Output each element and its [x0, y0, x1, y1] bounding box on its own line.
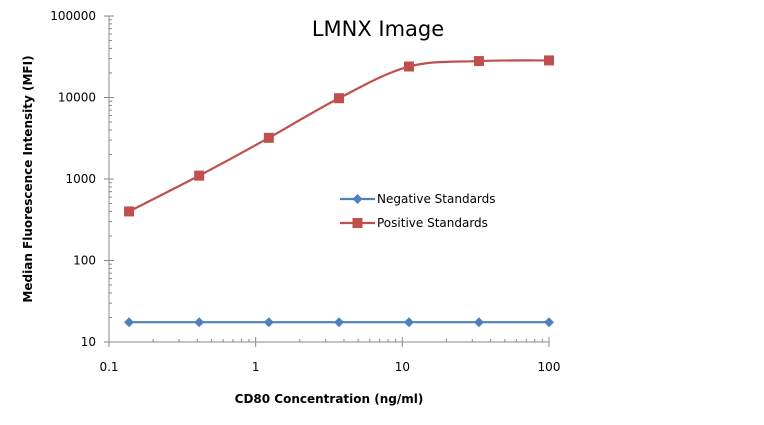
y-tick-label: 10 — [81, 335, 96, 349]
series-negative-standards — [124, 317, 554, 328]
y-tick-label: 100000 — [50, 9, 96, 23]
data-point — [263, 317, 274, 328]
data-point — [544, 55, 554, 66]
tick-labels: 10 100 1000 10000 100000 0.1 1 10 100 — [50, 9, 560, 374]
legend: Negative Standards Positive Standards — [340, 192, 496, 230]
data-point — [334, 317, 345, 328]
chart-title: LMNX Image — [312, 17, 444, 41]
legend-label: Negative Standards — [377, 192, 496, 206]
data-point — [194, 317, 205, 328]
legend-item: Negative Standards — [340, 192, 496, 206]
x-tick-label: 10 — [395, 360, 410, 374]
data-point — [473, 56, 484, 67]
data-point — [124, 317, 135, 328]
x-axis-title: CD80 Concentration (ng/ml) — [235, 392, 424, 406]
data-point — [194, 170, 205, 181]
axes — [104, 15, 550, 347]
legend-marker — [352, 194, 363, 204]
data-point — [544, 317, 554, 328]
x-tick-label: 0.1 — [99, 360, 118, 374]
series-line — [128, 59, 550, 213]
y-tick-label: 10000 — [58, 91, 96, 105]
data-point — [124, 206, 135, 217]
data-point — [403, 61, 414, 72]
data-point — [473, 317, 484, 328]
data-point — [263, 132, 274, 143]
legend-item: Positive Standards — [340, 216, 488, 230]
data-point — [403, 317, 414, 328]
x-tick-label: 100 — [538, 360, 561, 374]
data-point — [334, 93, 345, 104]
series-positive-standards — [124, 55, 554, 217]
legend-marker — [352, 218, 363, 228]
legend-label: Positive Standards — [377, 216, 488, 230]
y-axis-title: Median Fluorescence Intensity (MFI) — [21, 55, 35, 302]
x-tick-label: 1 — [252, 360, 260, 374]
y-tick-label: 100 — [73, 254, 96, 268]
series-layer — [124, 55, 554, 328]
y-tick-label: 1000 — [65, 172, 96, 186]
